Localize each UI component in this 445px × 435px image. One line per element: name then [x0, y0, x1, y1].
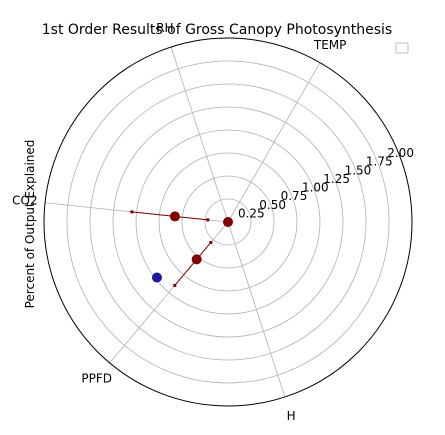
- chart-title: 1st Order Results of Gross Canopy Photos…: [42, 22, 392, 38]
- category-label: H: [287, 409, 296, 423]
- r-tick-label: 2.00: [387, 146, 414, 160]
- data-point: [152, 273, 162, 283]
- category-label: TEMP: [313, 38, 347, 52]
- legend-box: [396, 43, 408, 53]
- interval-line: [175, 242, 211, 285]
- category-label: PPFD: [81, 371, 112, 385]
- interval-cap: [206, 218, 209, 221]
- data-point: [170, 211, 180, 221]
- y-axis-label: Percent of Output Explained: [23, 140, 37, 309]
- interval-cap: [173, 284, 176, 287]
- interval-line: [132, 212, 208, 220]
- data-point: [223, 217, 233, 227]
- category-label: RH: [156, 21, 173, 35]
- interval-cap: [209, 241, 212, 244]
- category-label: CO2: [12, 194, 37, 208]
- axis-labels: 0.250.500.751.001.251.501.752.00TEMPRHCO…: [12, 21, 414, 423]
- data-point: [192, 254, 202, 264]
- interval-cap: [130, 210, 133, 213]
